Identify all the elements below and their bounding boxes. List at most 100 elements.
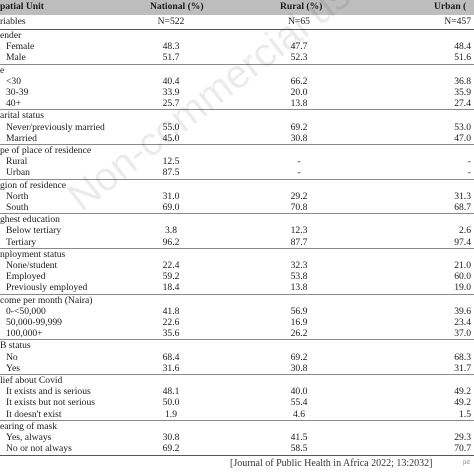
row-divider <box>0 213 474 215</box>
rural-value: 13.8 <box>290 282 308 294</box>
table-row: Married 45.0 30.8 47.0 <box>0 133 474 145</box>
table-row: Previously employed 18.4 13.8 19.0 <box>0 282 474 294</box>
urban-value: - <box>467 167 471 179</box>
rural-value: - <box>297 167 301 179</box>
national-value: 3.8 <box>165 225 177 237</box>
row-label: <30 <box>6 75 22 87</box>
table-header: patial Unit National (%) Rural (%) Urban… <box>0 0 474 15</box>
row-label: 100,000+ <box>6 328 43 340</box>
header-spatial-unit: patial Unit <box>0 1 44 12</box>
group-header-row: pe of place of residence <box>0 145 474 157</box>
rural-value: 12.3 <box>290 225 308 237</box>
row-label: It doesn't exist <box>6 408 62 420</box>
table-row: Female 48.3 47.7 48.4 <box>0 41 474 53</box>
national-value: 96.2 <box>162 236 180 248</box>
national-value: 69.2 <box>162 443 180 455</box>
row-label: Yes, always <box>6 432 52 443</box>
row-label: Male <box>6 52 26 64</box>
rural-value: 69.2 <box>290 351 308 363</box>
table-row: <30 40.4 66.2 36.8 <box>0 76 474 88</box>
urban-value: 60.0 <box>454 271 471 283</box>
row-label: Employed <box>6 271 46 283</box>
national-value: 69.0 <box>162 202 180 213</box>
urban-value: 51.6 <box>454 52 471 64</box>
group-header-row: e <box>0 65 474 77</box>
rural-value: 87.7 <box>290 236 308 248</box>
row-label: Yes <box>6 362 20 374</box>
national-value: 48.3 <box>162 41 180 53</box>
national-value: 31.6 <box>162 362 180 374</box>
header-national: National (%) <box>150 1 204 12</box>
row-divider <box>0 455 474 457</box>
row-divider <box>0 374 474 375</box>
table-row: Yes 31.6 30.8 31.7 <box>0 363 474 375</box>
group-label: lief about Covid <box>0 375 63 386</box>
row-label: It exists but not serious <box>6 397 96 409</box>
rural-value: 56.9 <box>290 305 308 317</box>
row-label: No <box>6 351 18 363</box>
urban-value: 35.9 <box>454 87 471 98</box>
table-row: None/student 22.4 32.3 21.0 <box>0 260 474 272</box>
urban-value: 47.0 <box>454 132 471 144</box>
row-label: 40+ <box>6 98 22 110</box>
group-header-row: nployment status <box>0 249 474 261</box>
rural-value: 29.2 <box>290 190 308 202</box>
group-label: pe of place of residence <box>0 145 92 156</box>
table-row: No or not always 69.2 58.5 70.7 <box>0 443 474 455</box>
urban-value: 31.7 <box>454 362 471 374</box>
group-label: nployment status <box>0 248 66 260</box>
urban-value: 70.7 <box>454 443 471 455</box>
group-label: arital status <box>0 110 44 122</box>
table-row: No 68.4 69.2 68.3 <box>0 352 474 364</box>
subheader-row: riables N=522 N=65 N=457 <box>0 16 474 28</box>
urban-value: 48.4 <box>454 41 471 53</box>
rural-value: 32.3 <box>290 260 308 271</box>
group-label: ender <box>0 30 22 41</box>
row-label: 50,000-99,999 <box>6 317 62 328</box>
group-label: gion of residence <box>0 179 67 191</box>
journal-citation: [Journal of Public Health in Africa 2022… <box>230 458 433 469</box>
row-label: No or not always <box>6 443 72 455</box>
group-label: e <box>0 64 5 76</box>
row-label: South <box>6 202 29 213</box>
row-divider <box>0 247 474 249</box>
table-row: 0-<50,000 41.8 56.9 39.6 <box>0 306 474 318</box>
rural-value: 53.8 <box>290 271 308 283</box>
urban-value: 39.6 <box>454 305 471 317</box>
group-header-row: gion of residence <box>0 180 474 192</box>
row-label: Previously employed <box>6 282 88 294</box>
row-divider <box>0 63 474 65</box>
national-value: 55.0 <box>162 121 180 133</box>
urban-value: 36.8 <box>454 75 471 87</box>
national-value: 48.1 <box>162 386 180 398</box>
table-row: Male 51.7 52.3 51.6 <box>0 52 474 64</box>
national-value: 59.2 <box>162 271 180 283</box>
rural-value: 66.2 <box>290 75 308 87</box>
group-header-row: B status <box>0 340 474 352</box>
rural-value: 70.8 <box>290 202 308 213</box>
urban-value: 49.2 <box>454 397 471 409</box>
header-urban: Urban ( <box>434 1 467 12</box>
table-row: 100,000+ 35.6 26.2 37.0 <box>0 328 474 340</box>
group-header-row: arital status <box>0 110 474 122</box>
urban-value: 68.7 <box>454 202 471 213</box>
table-row: It exists and is serious 48.1 40.0 49.2 <box>0 386 474 398</box>
table-row: Tertiary 96.2 87.7 97.4 <box>0 237 474 249</box>
group-header-row: come per month (Naira) <box>0 295 474 307</box>
corner-mark: pd <box>463 460 470 466</box>
row-label: Below tertiary <box>6 225 62 237</box>
rural-value: 26.2 <box>290 328 308 340</box>
subheader-national-n: N=522 <box>157 16 185 27</box>
national-value: 40.4 <box>162 75 180 87</box>
urban-value: 68.3 <box>454 351 471 363</box>
national-value: 41.8 <box>162 305 180 317</box>
row-label: 0-<50,000 <box>6 305 46 317</box>
urban-value: 29.3 <box>454 432 471 443</box>
urban-value: - <box>467 156 471 168</box>
national-value: 22.6 <box>162 317 180 328</box>
group-header-row: lief about Covid <box>0 375 474 387</box>
subheader-urban-n: N=457 <box>444 16 471 27</box>
table-row: Urban 87.5 - - <box>0 167 474 179</box>
urban-value: 37.0 <box>454 328 471 340</box>
rural-value: 16.9 <box>290 317 308 328</box>
